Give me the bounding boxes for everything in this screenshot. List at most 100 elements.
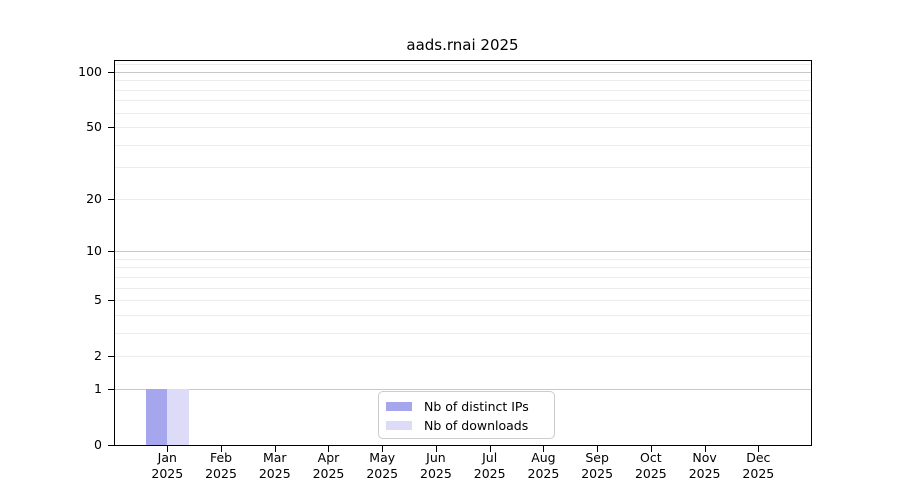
bottom-spine: [114, 445, 812, 446]
y-tick-label: 100: [78, 63, 102, 79]
chart-title: aads.rnai 2025: [406, 36, 519, 54]
gridline-minor: [115, 314, 811, 316]
plot-area: [114, 60, 811, 446]
legend-item: Nb of distinct IPs: [386, 397, 554, 416]
x-tick-label: Oct 2025: [619, 450, 683, 482]
x-tick: [274, 446, 276, 452]
x-tick-year: 2025: [205, 466, 237, 481]
x-tick: [221, 446, 223, 452]
gridline-minor: [115, 300, 811, 302]
x-tick-year: 2025: [151, 466, 184, 481]
x-tick: [382, 446, 384, 452]
x-tick-label: Jul 2025: [458, 450, 522, 482]
y-tick-label: 20: [86, 190, 102, 206]
y-tick-label: 5: [94, 292, 102, 308]
y-tick: [108, 198, 114, 200]
x-tick: [597, 446, 599, 452]
x-tick-label: May 2025: [350, 450, 414, 482]
x-tick-month: May: [369, 450, 396, 465]
gridline-minor: [115, 127, 811, 129]
x-tick-year: 2025: [366, 466, 399, 481]
x-tick-label: Mar 2025: [243, 450, 307, 482]
x-tick-label: Jan 2025: [135, 450, 199, 482]
x-tick-year: 2025: [742, 466, 775, 481]
x-tick-year: 2025: [688, 466, 721, 481]
legend-label: Nb of downloads: [424, 418, 529, 433]
x-tick-month: Jun: [426, 450, 446, 465]
x-tick-label: Jun 2025: [404, 450, 468, 482]
x-tick-month: Aug: [531, 450, 556, 465]
x-tick-year: 2025: [420, 466, 452, 481]
gridline-minor: [115, 80, 811, 82]
x-tick-month: Feb: [209, 450, 233, 465]
x-tick-year: 2025: [581, 466, 614, 481]
legend-swatch-downloads: [386, 421, 412, 430]
y-tick-label: 50: [86, 119, 102, 135]
y-tick-label: 10: [86, 243, 102, 259]
legend: Nb of distinct IPs Nb of downloads: [378, 391, 555, 439]
gridline-minor: [115, 100, 811, 102]
x-tick-month: Jan: [157, 450, 177, 465]
x-tick-month: Nov: [692, 450, 717, 465]
y-tick-label: 0: [94, 437, 102, 452]
x-tick-year: 2025: [258, 466, 291, 481]
y-tick: [108, 127, 114, 129]
x-tick: [489, 446, 491, 452]
y-tick: [108, 445, 114, 446]
gridline-major: [115, 71, 811, 73]
y-tick: [108, 300, 114, 302]
y-tick: [108, 356, 114, 358]
x-tick-label: Feb 2025: [189, 450, 253, 482]
gridline-minor: [115, 287, 811, 289]
x-tick-month: Apr: [317, 450, 340, 465]
gridline-minor: [115, 144, 811, 146]
x-tick-label: Dec 2025: [726, 450, 790, 482]
y-tick-label: 2: [94, 348, 102, 364]
gridline-major: [115, 251, 811, 253]
gridline-minor: [115, 198, 811, 200]
left-spine: [114, 60, 115, 446]
x-tick: [435, 446, 437, 452]
x-tick-month: Jul: [482, 450, 498, 465]
gridline-minor: [115, 167, 811, 169]
gridline-minor: [115, 356, 811, 358]
legend-swatch-distinct-ips: [386, 402, 412, 411]
bar-downloads: [167, 388, 189, 445]
x-tick-year: 2025: [634, 466, 667, 481]
legend-item: Nb of downloads: [386, 416, 554, 435]
x-tick-label: Aug 2025: [511, 450, 575, 482]
x-tick-month: Sep: [585, 450, 609, 465]
top-spine: [114, 60, 812, 61]
x-tick-year: 2025: [312, 466, 345, 481]
x-tick-year: 2025: [527, 466, 560, 481]
y-tick: [108, 71, 114, 73]
y-tick: [108, 388, 114, 390]
y-tick-label: 1: [94, 380, 102, 396]
x-tick: [650, 446, 652, 452]
bar-distinct-ips: [145, 388, 168, 445]
x-tick: [704, 446, 706, 452]
legend-label: Nb of distinct IPs: [424, 399, 529, 414]
gridline-major: [115, 388, 811, 390]
right-spine: [811, 60, 812, 446]
gridline-minor: [115, 276, 811, 278]
gridline-minor: [115, 112, 811, 114]
gridline-minor: [115, 89, 811, 91]
gridline-minor: [115, 258, 811, 260]
gridline-minor: [115, 64, 811, 66]
x-tick: [167, 446, 169, 452]
x-tick-label: Nov 2025: [673, 450, 737, 482]
x-tick: [543, 446, 545, 452]
x-tick-label: Sep 2025: [565, 450, 629, 482]
x-tick-year: 2025: [473, 466, 506, 481]
gridline-minor: [115, 332, 811, 334]
x-tick: [758, 446, 760, 452]
x-tick-month: Mar: [262, 450, 287, 465]
y-tick: [108, 251, 114, 253]
x-tick-label: Apr 2025: [296, 450, 360, 482]
gridline-minor: [115, 267, 811, 269]
x-tick-month: Dec: [746, 450, 771, 465]
x-tick: [328, 446, 330, 452]
x-tick-month: Oct: [640, 450, 662, 465]
